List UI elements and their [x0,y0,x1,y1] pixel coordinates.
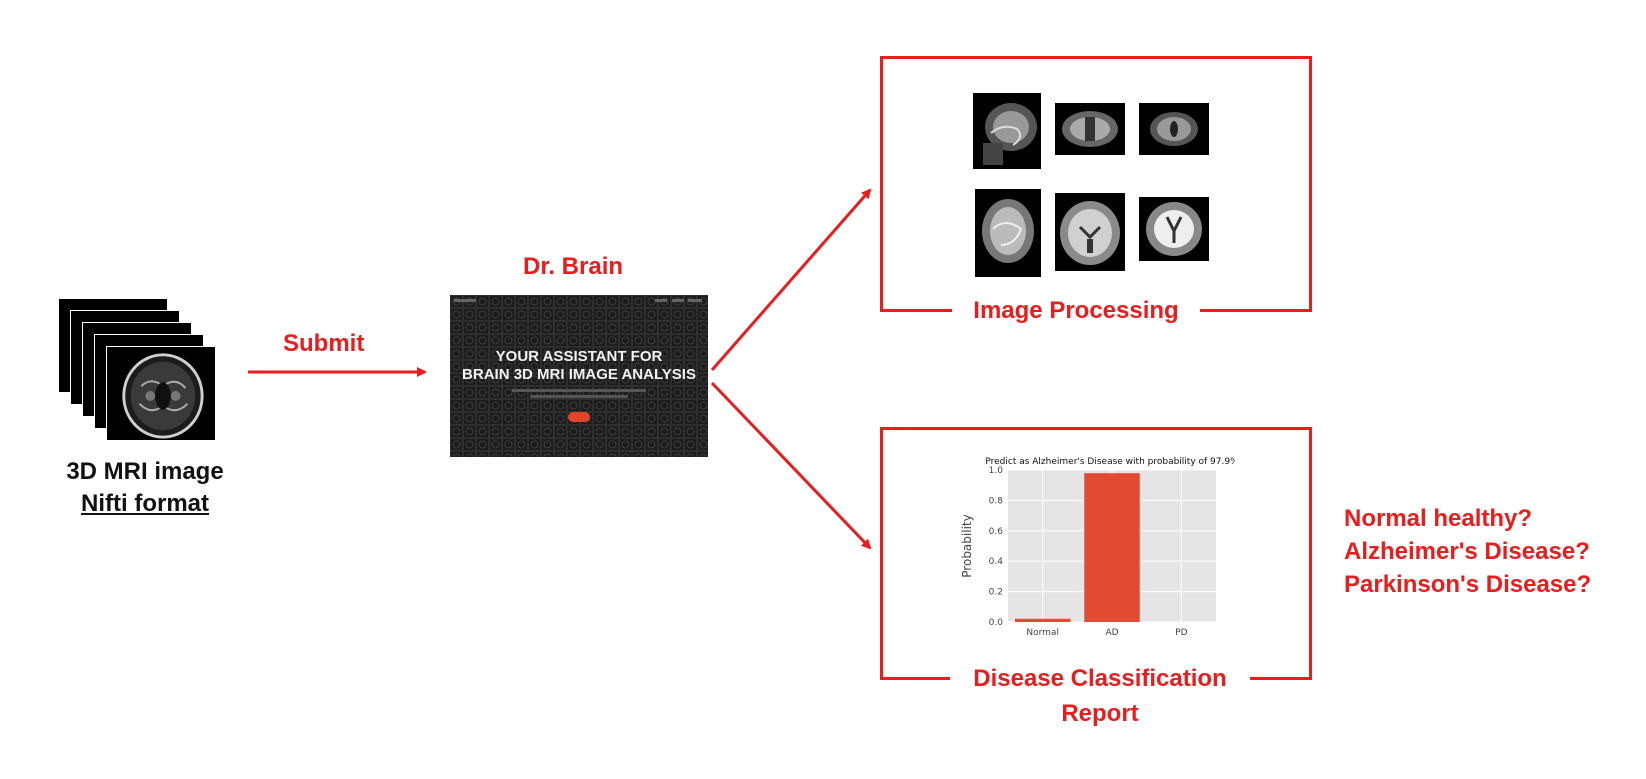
question-alzheimers: Alzheimer's Disease? [1344,538,1590,565]
y-tick-label: 0.4 [989,557,1004,567]
classification-arrow [710,381,872,550]
classification-label-line2: Report [1061,700,1139,727]
question-parkinsons: Parkinson's Disease? [1344,571,1592,598]
image-processing-label: Image Processing [952,294,1200,328]
processing-arrow [710,188,872,371]
chart-title: Predict as Alzheimer's Disease with prob… [985,457,1235,467]
coronal-processed-image [1055,193,1125,271]
bar-ad [1084,473,1140,622]
axial-processed-image [1139,197,1209,261]
app-headline-line2: BRAIN 3D MRI IMAGE ANALYSIS [462,366,696,383]
background-grid [450,295,708,457]
submit-label: Submit [283,330,365,357]
y-tick-label: 1.0 [989,466,1004,476]
coronal-slice-image [1055,103,1125,155]
mri-slice-card [106,346,216,441]
y-axis-label: Probability [960,514,974,577]
bar-normal [1014,618,1071,622]
sagittal-processed-image [975,189,1041,277]
x-tick-label: PD [1175,628,1187,638]
brain-axial-image [122,353,204,439]
y-tick-label: 0.0 [989,618,1004,628]
axial-slice-image [1139,103,1209,155]
start-button-image [568,412,590,422]
app-name: Dr. Brain [522,253,624,280]
app-headline-line1: YOUR ASSISTANT FOR [495,348,663,365]
input-label-line2: Nifti format [81,490,209,517]
mri-stack [58,298,228,448]
x-tick-label: Normal [1026,628,1059,638]
y-tick-label: 0.2 [989,588,1003,598]
y-tick-label: 0.6 [989,527,1004,537]
sagittal-slice-image [973,93,1041,169]
x-tick-label: AD [1105,628,1118,638]
dr-brain-screenshot: YOUR ASSISTANT FOR BRAIN 3D MRI IMAGE AN… [450,295,708,457]
probability-bar-chart: 0.0 0.2 0.4 0.6 0.8 1.0 Normal AD PD Predict as A… [960,457,1235,638]
image-processing-box [880,56,1312,312]
input-label-line1: 3D MRI image [66,458,224,485]
y-tick-label: 0.8 [989,496,1004,506]
question-normal: Normal healthy? [1344,505,1533,532]
classification-label-line1: Disease Classification [950,662,1250,696]
